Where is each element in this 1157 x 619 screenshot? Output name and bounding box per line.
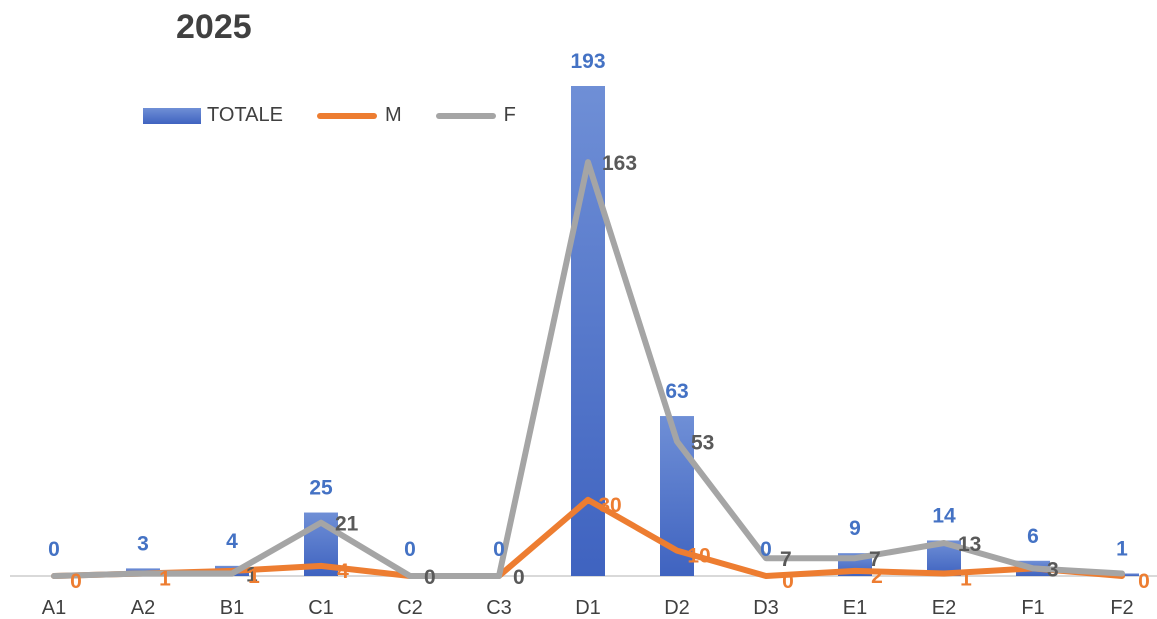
x-tick-label-c2: C2 — [397, 597, 423, 619]
data-label-f-d3: 7 — [780, 548, 792, 571]
data-label-totale-d1: 193 — [570, 50, 605, 73]
data-label-m-b1: 1 — [248, 565, 260, 588]
data-label-totale-c3: 0 — [493, 538, 505, 561]
legend-label-f: F — [503, 104, 516, 126]
x-tick-label-a2: A2 — [131, 597, 155, 619]
data-label-m-e1: 2 — [871, 565, 883, 588]
x-tick-label-e1: E1 — [843, 597, 867, 619]
data-label-m-e2: 1 — [960, 567, 972, 590]
data-label-totale-a1: 0 — [48, 538, 60, 561]
legend-swatch-f — [435, 112, 496, 119]
data-label-totale-f2: 1 — [1116, 537, 1128, 560]
data-label-totale-a2: 3 — [137, 532, 149, 555]
x-tick-label-a1: A1 — [42, 597, 66, 619]
data-label-f-e1: 7 — [869, 548, 881, 571]
legend-item-f: F — [435, 104, 516, 127]
data-label-totale-c1: 25 — [309, 477, 333, 500]
data-label-f-c3: 0 — [513, 566, 525, 589]
data-label-f-d2: 53 — [691, 431, 714, 454]
data-label-m-a2: 1 — [159, 567, 171, 590]
data-label-f-f1: 3 — [1047, 558, 1059, 581]
data-label-f-b1: 1 — [246, 563, 258, 586]
data-label-totale-f1: 6 — [1027, 525, 1039, 548]
chart-title: 2025 — [176, 8, 252, 46]
x-tick-label-f2: F2 — [1110, 597, 1133, 619]
data-label-totale-e1: 9 — [849, 517, 861, 540]
legend: TOTALE M F — [143, 104, 550, 127]
x-tick-label-f1: F1 — [1021, 597, 1044, 619]
legend-item-totale: TOTALE — [143, 104, 283, 127]
data-label-m-a1: 0 — [70, 570, 82, 593]
legend-swatch-m — [316, 112, 377, 119]
data-label-m-d2: 10 — [687, 545, 710, 568]
x-tick-label-c3: C3 — [486, 597, 512, 619]
data-label-f-c1: 21 — [335, 513, 359, 536]
line-f — [51, 159, 1125, 579]
x-tick-label-b1: B1 — [220, 597, 244, 619]
x-tick-label-d2: D2 — [664, 597, 690, 619]
legend-swatch-totale — [143, 107, 201, 124]
data-label-m-c1: 4 — [337, 560, 349, 583]
data-label-f-e2: 13 — [958, 533, 981, 556]
data-label-m-f2: 0 — [1138, 570, 1150, 593]
data-label-totale-c2: 0 — [404, 538, 416, 561]
legend-label-totale: TOTALE — [207, 104, 283, 126]
data-label-totale-d2: 63 — [665, 380, 688, 403]
legend-item-m: M — [316, 104, 402, 127]
data-label-m-d1: 30 — [598, 494, 621, 517]
legend-label-m: M — [384, 104, 402, 126]
data-label-totale-e2: 14 — [932, 504, 956, 527]
data-label-f-d1: 163 — [602, 152, 637, 175]
x-tick-label-d1: D1 — [575, 597, 601, 619]
data-label-f-c2: 0 — [424, 566, 436, 589]
data-label-m-d3: 0 — [782, 570, 794, 593]
x-tick-label-d3: D3 — [753, 597, 779, 619]
data-label-totale-d3: 0 — [760, 538, 772, 561]
x-tick-label-c1: C1 — [308, 597, 334, 619]
x-tick-label-e2: E2 — [932, 597, 956, 619]
data-label-totale-b1: 4 — [226, 530, 238, 553]
